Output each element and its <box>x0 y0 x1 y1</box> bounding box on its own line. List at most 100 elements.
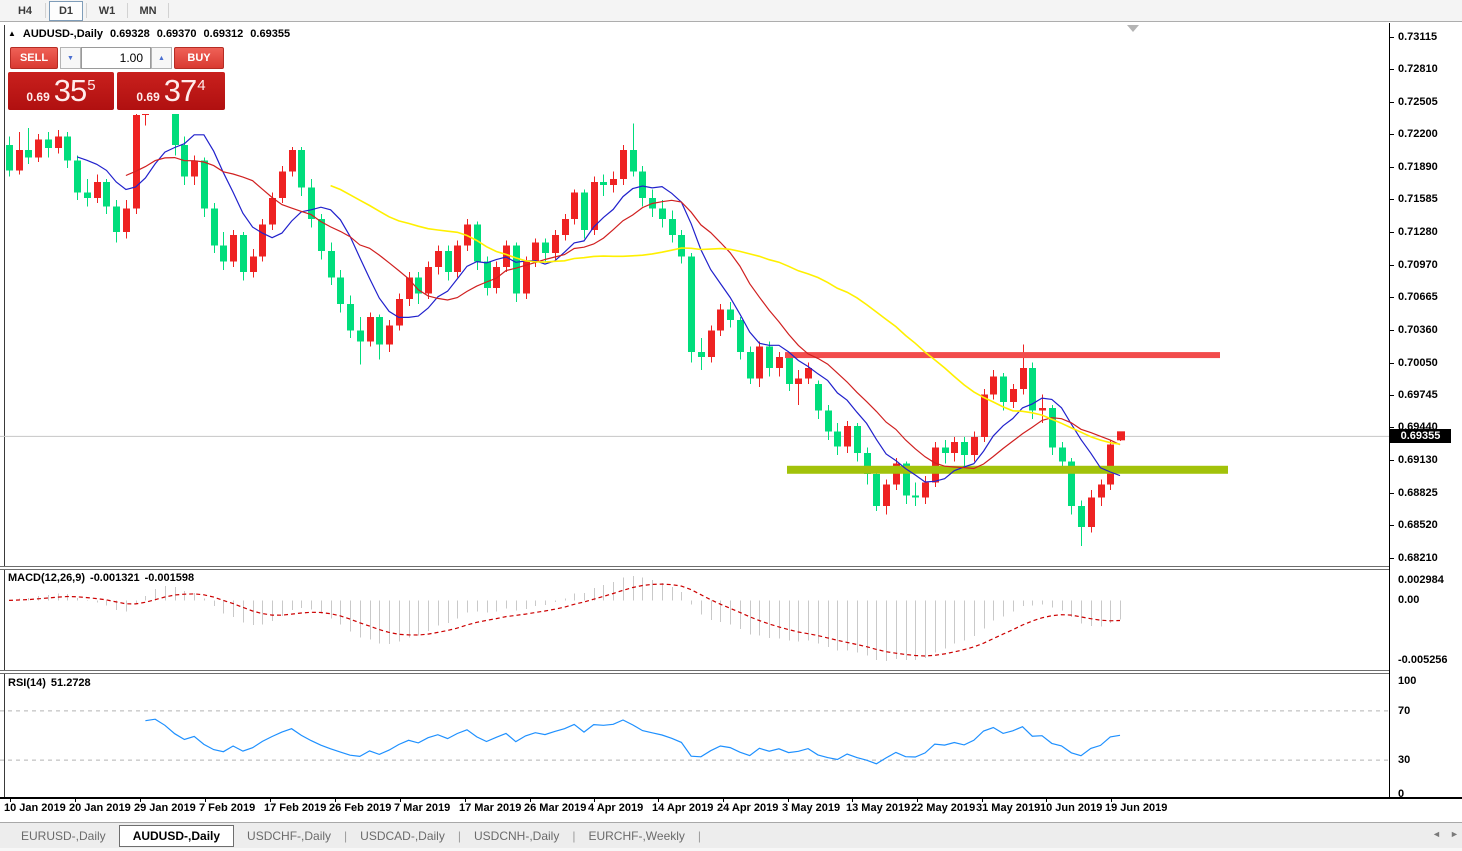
date-axis-tick <box>75 799 76 802</box>
date-axis-label: 3 May 2019 <box>782 802 841 814</box>
chart-symbol-title: AUDUSD-,Daily <box>22 28 103 40</box>
buy-button[interactable]: BUY <box>174 47 224 69</box>
tab-audusd-daily[interactable]: AUDUSD-,Daily <box>118 824 235 847</box>
price-axis-tick <box>1390 231 1394 233</box>
macd-pane[interactable] <box>0 570 1389 670</box>
price-axis-label: 0.73115 <box>1398 31 1438 43</box>
date-axis-tick <box>10 799 11 802</box>
chart-ohlc-header: ▲ AUDUSD-,Daily 0.69328 0.69370 0.69312 … <box>8 28 290 40</box>
price-axis-tick <box>1390 264 1394 266</box>
price-axis-label: 0.71890 <box>1398 161 1438 174</box>
price-axis-tick <box>1390 37 1394 38</box>
ma-mid-line <box>125 156 1121 470</box>
price-axis-label: 0.70970 <box>1398 258 1438 271</box>
price-axis-label: 0.68520 <box>1398 519 1438 531</box>
pane-splitter-main-macd[interactable] <box>0 566 1389 570</box>
resistance-hline[interactable] <box>785 352 1220 359</box>
price-axis-tick <box>1390 199 1394 201</box>
sell-price-panel[interactable]: 0.69 35 5 <box>8 72 114 110</box>
current-bar-marker <box>1117 431 1125 441</box>
volume-input[interactable] <box>81 47 151 69</box>
date-axis-tick <box>1046 799 1047 802</box>
date-axis-tick <box>788 799 789 802</box>
ohlc-low: 0.69312 <box>203 28 244 40</box>
price-axis-label: 0.69130 <box>1398 454 1438 467</box>
chart-shift-marker-icon[interactable] <box>1127 25 1139 32</box>
price-axis-label: 0.72810 <box>1398 63 1438 76</box>
tabs-scroll-left-icon[interactable]: ◄ <box>1432 829 1441 839</box>
price-axis-tick <box>1390 134 1394 136</box>
sell-price-big: 35 <box>53 73 87 108</box>
date-axis-label: 10 Jan 2019 <box>4 802 66 814</box>
date-axis-label: 14 Apr 2019 <box>652 802 714 814</box>
macd-label: MACD(12,26,9) -0.001321 -0.001598 <box>8 572 199 584</box>
volume-decrease-button[interactable]: ▼ <box>60 47 81 69</box>
tab-separator: | <box>572 828 576 843</box>
price-axis-label: 0.71280 <box>1398 225 1438 238</box>
timeframe-button-mn[interactable]: MN <box>139 4 157 17</box>
price-axis-tick <box>1390 427 1394 429</box>
buy-price-panel[interactable]: 0.69 37 4 <box>117 72 225 110</box>
date-axis-tick <box>1111 799 1112 802</box>
sell-price-sup: 5 <box>87 77 96 94</box>
date-axis-tick <box>982 799 983 802</box>
ma-slow-line <box>330 184 1121 445</box>
tab-separator: | <box>344 828 348 843</box>
date-axis-label: 29 Jan 2019 <box>134 802 196 814</box>
tab-eurchf-weekly[interactable]: EURCHF-,Weekly <box>588 828 685 843</box>
toolbar-separator <box>86 3 87 18</box>
tab-separator: | <box>457 828 461 843</box>
tab-usdcad-daily[interactable]: USDCAD-,Daily <box>360 828 445 843</box>
rsi-label: RSI(14) 51.2728 <box>8 677 96 689</box>
sell-price-prefix: 0.69 <box>26 90 50 104</box>
price-axis-tick <box>1390 362 1394 364</box>
tab-usdchf-daily[interactable]: USDCHF-,Daily <box>247 828 332 843</box>
date-axis-tick <box>723 799 724 802</box>
tab-usdcnh-daily[interactable]: USDCNH-,Daily <box>473 828 560 843</box>
rsi-axis-label: 0 <box>1398 788 1405 800</box>
ohlc-open: 0.69328 <box>110 28 150 40</box>
buy-price-sup: 4 <box>197 77 206 94</box>
price-axis-tick <box>1390 329 1394 331</box>
pane-splitter-macd-rsi[interactable] <box>0 670 1389 674</box>
timeframe-button-d1[interactable]: D1 <box>49 0 83 21</box>
volume-increase-button[interactable]: ▲ <box>151 47 172 69</box>
one-click-collapse-icon[interactable]: ▲ <box>8 29 16 38</box>
date-axis-label: 4 Apr 2019 <box>588 802 644 814</box>
rsi-value: 51.2728 <box>50 677 91 689</box>
price-axis-label: 0.68210 <box>1398 551 1438 564</box>
rsi-line <box>145 718 1121 765</box>
timeframe-button-w1[interactable]: W1 <box>98 4 116 17</box>
tab-eurusd-daily[interactable]: EURUSD-,Daily <box>21 828 106 843</box>
price-axis-label: 0.69745 <box>1398 388 1438 401</box>
chart-tabbar: EURUSD-,Daily AUDUSD-,Daily USDCHF-,Daily |… <box>0 822 1462 848</box>
buy-price-prefix: 0.69 <box>136 90 160 104</box>
time-axis-line <box>0 797 1462 799</box>
date-axis-tick <box>658 799 659 802</box>
price-axis-line <box>1389 23 1390 797</box>
date-axis-label: 31 May 2019 <box>976 802 1041 814</box>
price-axis-tick <box>1390 492 1394 494</box>
tabs-scroll-right-icon[interactable]: ► <box>1450 829 1459 839</box>
chart-left-border <box>4 25 5 797</box>
date-axis-label: 24 Apr 2019 <box>717 802 779 814</box>
rsi-pane[interactable] <box>0 674 1389 797</box>
timeframe-toolbar: H4 D1 W1 MN <box>0 0 1462 22</box>
date-axis-label: 17 Feb 2019 <box>264 802 327 814</box>
timeframe-button-h4[interactable]: H4 <box>17 4 33 17</box>
toolbar-separator <box>168 3 169 18</box>
macd-axis-label: -0.005256 <box>1398 654 1448 666</box>
price-axis-label: 0.68825 <box>1398 486 1438 499</box>
sell-button[interactable]: SELL <box>10 47 58 69</box>
support-hline[interactable] <box>787 465 1228 474</box>
price-axis-tick <box>1390 394 1394 396</box>
date-axis-label: 20 Jan 2019 <box>69 802 131 814</box>
macd-axis-label: 0.00 <box>1398 594 1420 607</box>
price-axis-tick <box>1390 297 1394 299</box>
date-axis-tick <box>270 799 271 802</box>
date-axis-label: 7 Feb 2019 <box>199 802 256 814</box>
price-axis-label: 0.70360 <box>1398 323 1438 336</box>
date-axis-tick <box>530 799 531 802</box>
macd-signal-line <box>8 583 1121 657</box>
